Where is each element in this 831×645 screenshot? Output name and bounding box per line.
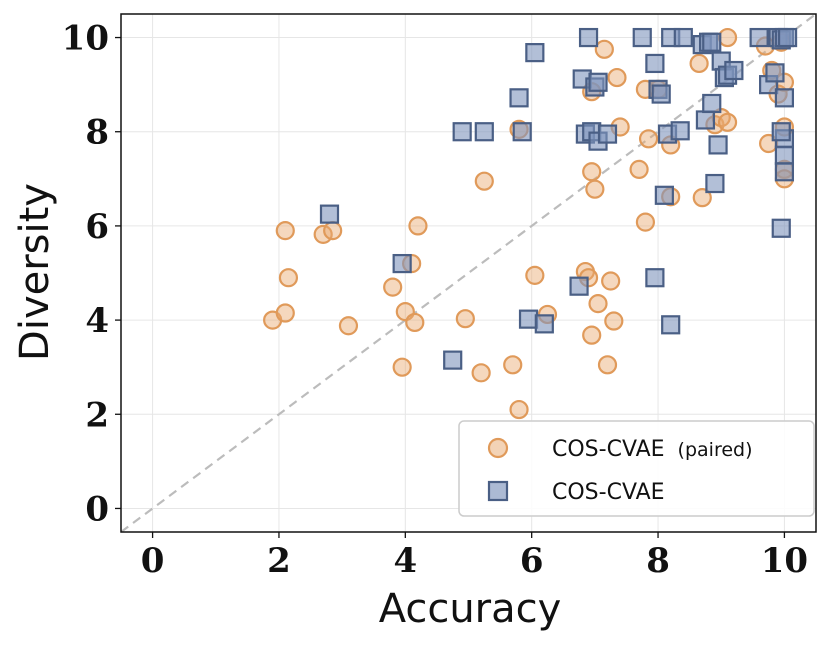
legend-label-cos-cvae: COS-CVAE [552, 480, 665, 505]
point-cos-cvae [774, 88, 795, 108]
point-paired [408, 216, 428, 236]
point-cos-cvae [452, 122, 472, 142]
legend-marker-circle [487, 437, 509, 459]
point-cos-cvae [771, 218, 791, 238]
point-paired [638, 129, 659, 149]
x-tick-label: 6 [520, 541, 544, 581]
point-cos-cvae [702, 93, 722, 114]
point-cos-cvae [774, 145, 795, 165]
point-cos-cvae [588, 72, 608, 92]
y-tick-label: 4 [85, 301, 109, 341]
x-tick-label: 10 [761, 541, 808, 581]
point-cos-cvae [512, 122, 532, 142]
point-paired [525, 265, 545, 285]
x-tick-label: 4 [393, 541, 417, 581]
point-cos-cvae [705, 173, 725, 194]
point-cos-cvae [673, 27, 693, 48]
point-paired [635, 212, 656, 232]
point-paired [509, 399, 529, 420]
legend-label-paired-name: COS-CVAE [552, 437, 665, 462]
point-paired [392, 357, 412, 377]
y-axis-ticks: 0 2 4 6 8 10 [62, 19, 121, 529]
point-paired [629, 159, 649, 179]
point-paired [597, 355, 618, 375]
y-axis-label: Diversity [12, 183, 58, 361]
y-tick-label: 8 [85, 113, 109, 153]
point-paired [607, 67, 627, 88]
legend-marker-square [487, 480, 509, 502]
point-cos-cvae [597, 124, 618, 144]
legend-label-paired-suffix: (paired) [678, 439, 753, 461]
point-cos-cvae [525, 43, 545, 63]
point-cos-cvae [509, 88, 529, 108]
point-paired [594, 39, 614, 59]
point-cos-cvae [708, 135, 728, 155]
point-cos-cvae [443, 350, 463, 370]
point-cos-cvae [392, 253, 412, 274]
point-cos-cvae [534, 314, 554, 334]
point-cos-cvae [774, 162, 795, 182]
diagonal-reference-line [120, 13, 817, 533]
y-tick-label: 10 [62, 19, 109, 59]
point-cos-cvae [474, 122, 494, 142]
point-paired [582, 162, 602, 182]
point-paired [455, 309, 475, 329]
point-cos-cvae [661, 315, 681, 335]
point-cos-cvae [569, 276, 589, 296]
point-cos-cvae [518, 309, 539, 329]
legend-box [458, 420, 815, 517]
point-paired [689, 53, 709, 74]
point-cos-cvae [702, 32, 722, 52]
point-paired [471, 363, 491, 383]
x-axis-label: Accuracy [379, 586, 562, 632]
x-tick-label: 8 [646, 541, 670, 581]
y-tick-label: 6 [85, 207, 109, 247]
legend: COS-CVAE (paired) COS-CVAE [458, 420, 815, 517]
legend-label-paired: COS-CVAE (paired) [552, 437, 753, 462]
x-tick-label: 0 [141, 541, 165, 581]
point-cos-cvae [765, 63, 785, 83]
point-paired [323, 221, 343, 241]
point-cos-cvae [632, 27, 652, 48]
point-cos-cvae [670, 121, 690, 141]
data-points [263, 27, 798, 420]
point-cos-cvae [578, 27, 599, 48]
point-paired [717, 27, 738, 48]
point-paired [383, 277, 403, 297]
point-paired [604, 311, 624, 331]
point-cos-cvae [651, 84, 671, 104]
point-cos-cvae [645, 53, 665, 74]
point-paired [474, 171, 494, 191]
point-cos-cvae [645, 268, 665, 288]
point-paired [405, 312, 425, 333]
point-paired [275, 303, 295, 323]
point-paired [588, 294, 608, 314]
point-paired [717, 112, 738, 132]
point-paired [503, 355, 523, 375]
point-cos-cvae [724, 60, 744, 81]
point-paired [585, 179, 605, 199]
x-axis-ticks: 0 2 4 6 8 10 [141, 532, 808, 581]
point-cos-cvae [777, 27, 798, 48]
point-paired [601, 271, 621, 291]
point-cos-cvae [695, 110, 716, 130]
point-paired [278, 268, 299, 288]
x-tick-label: 2 [267, 541, 291, 581]
point-paired [582, 325, 602, 345]
y-tick-label: 0 [85, 489, 109, 529]
point-paired [692, 188, 712, 208]
point-paired [338, 316, 359, 336]
y-tick-label: 2 [85, 395, 109, 435]
point-paired [275, 221, 295, 241]
point-cos-cvae [654, 185, 674, 205]
point-cos-cvae [319, 204, 340, 224]
point-cos-cvae [749, 27, 769, 48]
plot-frame [120, 13, 817, 533]
point-cos-cvae [771, 122, 791, 142]
